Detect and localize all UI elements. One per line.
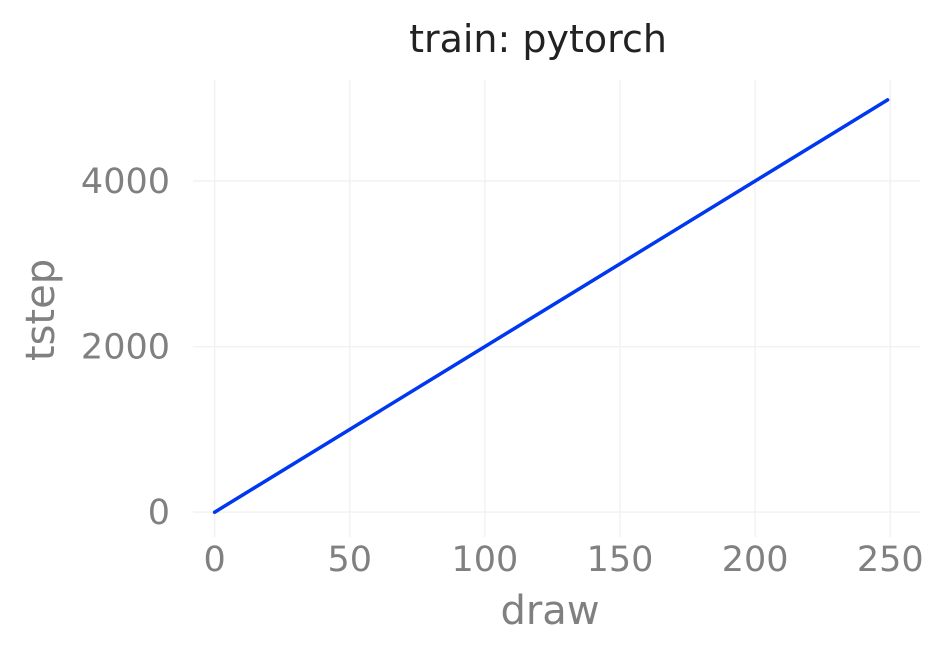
y-tick-label: 4000 [81, 162, 170, 202]
x-tick-label: 50 [327, 540, 372, 580]
x-tick-label: 100 [451, 540, 518, 580]
y-tick-label: 2000 [81, 328, 170, 368]
series-line [212, 98, 890, 514]
x-tick-label: 0 [203, 540, 225, 580]
y-axis-ticks: 0 2000 4000 [81, 162, 170, 533]
y-axis-label: tstep [18, 259, 64, 361]
x-tick-label: 200 [722, 540, 789, 580]
x-tick-label: 250 [857, 540, 924, 580]
x-tick-label: 150 [587, 540, 654, 580]
x-axis-ticks: 0 50 100 150 200 250 [203, 540, 923, 580]
y-tick-label: 0 [148, 493, 170, 533]
series-layer [212, 98, 890, 514]
x-axis-label: draw [500, 588, 599, 634]
chart-title: train: pytorch [409, 17, 667, 61]
grid [193, 80, 920, 537]
